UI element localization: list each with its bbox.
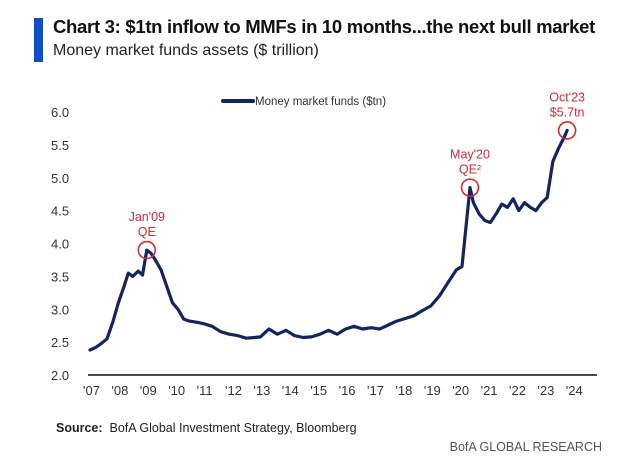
x-tick-label: '07 [83, 383, 100, 398]
x-tick-label: '18 [395, 383, 412, 398]
annotation-label: May'20 [450, 148, 490, 162]
x-tick-label: '13 [253, 383, 270, 398]
y-tick-label: 5.5 [51, 138, 69, 153]
annotation-label: Jan'09 [129, 210, 165, 224]
annotation-sublabel: QE² [459, 163, 481, 177]
x-tick-label: '14 [282, 383, 299, 398]
x-tick-label: '11 [197, 383, 213, 398]
annotation-circle [137, 240, 157, 260]
y-axis: 2.0 2.5 3.0 3.5 4.0 4.5 5.0 5.5 6.0 [51, 105, 69, 383]
legend: Money market funds ($tn) [221, 96, 386, 108]
x-axis: '07 '08 '09 '10 '11 '12 '13 '14 '15 '16 '17 '18 '19 '… [83, 383, 583, 398]
x-tick-label: '09 [140, 383, 157, 398]
x-tick-label: '08 [111, 383, 128, 398]
annotation-sublabel: $5.7tn [550, 105, 585, 119]
source-text: BofA Global Investment Strategy, Bloombe… [109, 421, 357, 435]
source-note: Source: BofA Global Investment Strategy,… [56, 421, 357, 435]
x-tick-label: '22 [509, 383, 526, 398]
x-tick-label: '15 [310, 383, 327, 398]
y-tick-label: 2.0 [51, 368, 69, 383]
y-tick-label: 3.0 [51, 302, 69, 317]
y-tick-label: 4.0 [51, 237, 69, 252]
x-tick-label: '24 [566, 383, 583, 398]
x-tick-label: '19 [424, 383, 441, 398]
y-tick-label: 6.0 [51, 105, 69, 120]
annotation-label: Oct'23 [549, 90, 585, 104]
series-line-money-market-funds [88, 128, 569, 352]
annotation-sublabel: QE [138, 225, 156, 239]
x-tick-label: '20 [452, 383, 469, 398]
x-tick-label: '23 [537, 383, 554, 398]
x-tick-label: '16 [339, 383, 356, 398]
brand-footer: BofA GLOBAL RESEARCH [449, 440, 602, 454]
legend-label: Money market funds ($tn) [255, 96, 386, 108]
source-label: Source: [56, 421, 103, 435]
x-tick-label: '12 [225, 383, 242, 398]
chart-subtitle: Money market funds assets ($ trillion) [53, 42, 319, 59]
y-tick-label: 3.5 [51, 269, 69, 284]
annotation-circle [460, 178, 480, 197]
y-tick-label: 2.5 [51, 335, 69, 350]
x-tick-label: '21 [481, 383, 498, 398]
annotation-circle [557, 121, 577, 140]
title-accent-bar [34, 18, 43, 62]
y-tick-label: 5.0 [51, 171, 69, 186]
y-tick-label: 4.5 [51, 204, 69, 219]
x-tick-label: '17 [367, 383, 384, 398]
chart-title: Chart 3: $1tn inflow to MMFs in 10 month… [53, 16, 596, 37]
x-tick-label: '10 [168, 383, 185, 398]
